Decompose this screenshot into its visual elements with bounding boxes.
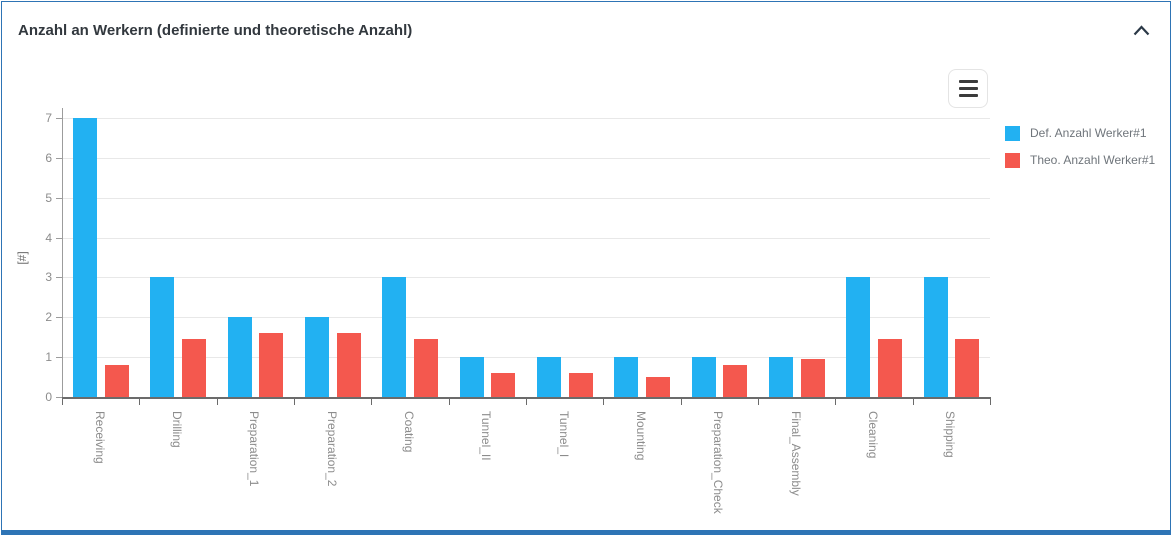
- chart-menu-button[interactable]: [948, 69, 988, 108]
- bar-theo-anzahl-werker[interactable]: [336, 333, 361, 397]
- bar-theo-anzahl-werker[interactable]: [413, 339, 438, 397]
- bar-theo-anzahl-werker[interactable]: [800, 359, 825, 397]
- bar-theo-anzahl-werker[interactable]: [645, 377, 670, 397]
- collapse-button[interactable]: [1133, 24, 1150, 37]
- bar-def-anzahl-werker[interactable]: [769, 357, 793, 397]
- bar-def-anzahl-werker[interactable]: [459, 357, 484, 397]
- bar-theo-anzahl-werker[interactable]: [955, 339, 980, 397]
- panel-header: Anzahl an Werkern (definierte und theore…: [2, 2, 1170, 58]
- bar-def-anzahl-werker[interactable]: [73, 118, 97, 397]
- legend-item-theo[interactable]: Theo. Anzahl Werker#1: [1005, 153, 1155, 168]
- bar-theo-anzahl-werker[interactable]: [491, 373, 516, 397]
- chevron-up-icon: [1133, 24, 1150, 35]
- legend-swatch-icon: [1005, 126, 1020, 141]
- bar-theo-anzahl-werker[interactable]: [181, 339, 206, 397]
- bar-theo-anzahl-werker[interactable]: [104, 365, 129, 397]
- bar-theo-anzahl-werker[interactable]: [723, 365, 748, 397]
- hamburger-menu-icon: [958, 94, 978, 97]
- legend-item-def[interactable]: Def. Anzahl Werker#1: [1005, 126, 1155, 141]
- bar-theo-anzahl-werker[interactable]: [259, 333, 284, 397]
- bar-def-anzahl-werker[interactable]: [691, 357, 716, 397]
- bar-def-anzahl-werker[interactable]: [227, 317, 252, 397]
- hamburger-menu-icon: [958, 87, 978, 90]
- bar-theo-anzahl-werker[interactable]: [877, 339, 902, 397]
- bar-theo-anzahl-werker[interactable]: [568, 373, 593, 397]
- legend-label: Theo. Anzahl Werker#1: [1030, 153, 1156, 167]
- legend-label: Def. Anzahl Werker#1: [1030, 126, 1147, 140]
- bar-def-anzahl-werker[interactable]: [846, 277, 871, 397]
- chart-legend: Def. Anzahl Werker#1 Theo. Anzahl Werker#…: [1005, 126, 1155, 180]
- bar-def-anzahl-werker[interactable]: [305, 317, 329, 397]
- bar-def-anzahl-werker[interactable]: [382, 277, 407, 397]
- hamburger-menu-icon: [958, 80, 978, 83]
- bar-def-anzahl-werker[interactable]: [614, 357, 639, 397]
- legend-swatch-icon: [1005, 153, 1020, 168]
- bar-def-anzahl-werker[interactable]: [537, 357, 561, 397]
- panel-title: Anzahl an Werkern (definierte und theore…: [18, 21, 413, 39]
- bar-def-anzahl-werker[interactable]: [923, 277, 948, 397]
- bar-def-anzahl-werker[interactable]: [150, 277, 175, 397]
